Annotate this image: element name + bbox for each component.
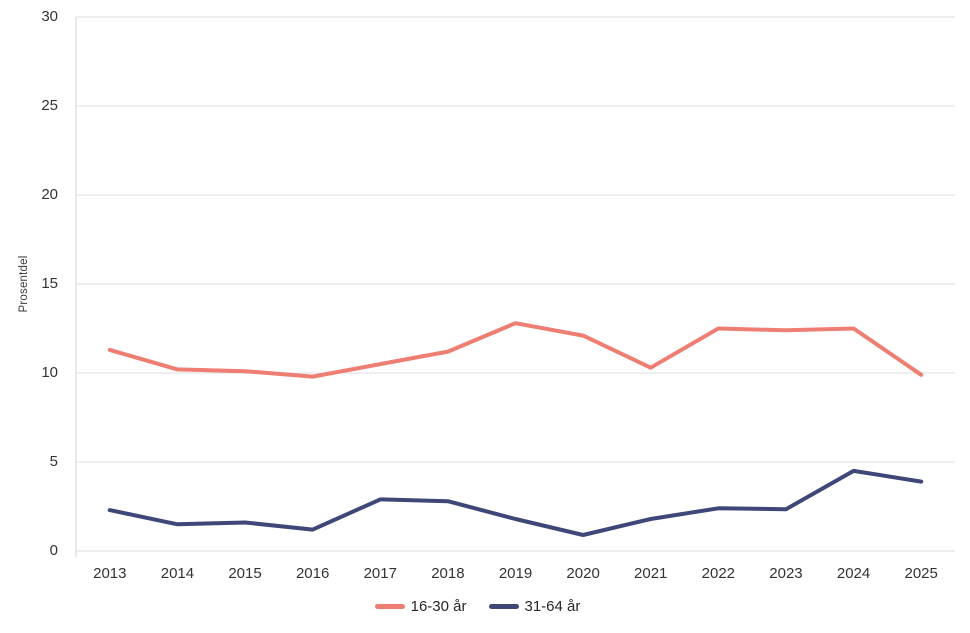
x-tick-label-2022: 2022 [701,565,736,582]
legend: 16-30 år 31-64 år [0,598,955,615]
x-tick-label-2018: 2018 [431,565,465,582]
legend-label-16-30: 16-30 år [410,598,467,615]
y-tick-label-30: 30 [41,8,58,25]
x-tick-label-2023: 2023 [769,565,803,582]
y-tick-label-20: 20 [41,186,58,203]
series-line-31-64-år [107,468,924,537]
y-tick-label-15: 15 [41,275,58,292]
legend-item-16-30: 16-30 år [374,598,467,615]
x-tick-label-2021: 2021 [634,565,668,582]
x-tick-label-2024: 2024 [836,565,871,582]
legend-item-31-64: 31-64 år [488,598,581,615]
legend-swatch-16-30 [374,604,405,609]
series-line-16-30-år [107,321,924,379]
legend-label-31-64: 31-64 år [524,598,581,615]
x-tick-label-2019: 2019 [498,565,533,582]
x-tick-label-2013: 2013 [93,565,127,582]
legend-swatch-31-64 [488,604,519,609]
y-tick-label-0: 0 [49,542,58,559]
y-tick-label-10: 10 [41,364,58,381]
y-tick-label-5: 5 [49,453,58,470]
y-tick-label-25: 25 [41,97,58,114]
x-tick-label-2014: 2014 [160,565,195,582]
x-tick-label-2016: 2016 [295,565,330,582]
x-tick-label-2015: 2015 [228,565,262,582]
x-tick-label-2025: 2025 [904,565,938,582]
x-tick-label-2017: 2017 [363,565,397,582]
x-tick-label-2020: 2020 [566,565,600,582]
